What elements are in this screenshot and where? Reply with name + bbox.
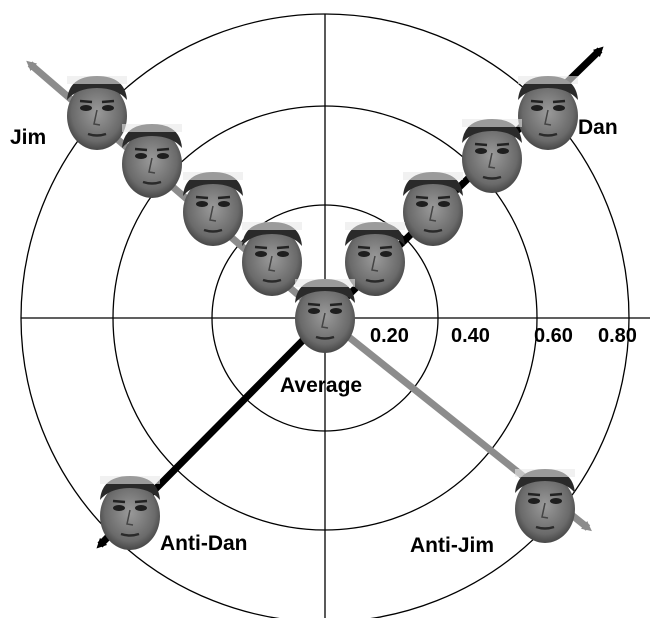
face	[65, 74, 129, 152]
face	[516, 74, 580, 152]
label: Anti-Dan	[160, 532, 248, 555]
axis-ticks: 0.20 0.40 0.60 0.80	[370, 325, 637, 347]
label: Average	[280, 374, 362, 397]
face	[120, 122, 184, 200]
face	[240, 220, 304, 298]
label: Anti-Jim	[410, 534, 494, 557]
face	[460, 117, 524, 195]
label: Dan	[578, 116, 618, 139]
face	[181, 170, 245, 248]
tick-label: 0.60	[534, 325, 573, 347]
face	[401, 170, 465, 248]
tick-label: 0.20	[370, 325, 409, 347]
face	[513, 467, 577, 545]
label: Jim	[10, 126, 46, 149]
face	[98, 474, 162, 552]
labels: Jim Dan Average Anti-Dan Anti-Jim	[10, 116, 618, 557]
tick-label: 0.40	[451, 325, 490, 347]
tick-label: 0.80	[598, 325, 637, 347]
faces	[65, 74, 580, 552]
face	[293, 277, 357, 355]
